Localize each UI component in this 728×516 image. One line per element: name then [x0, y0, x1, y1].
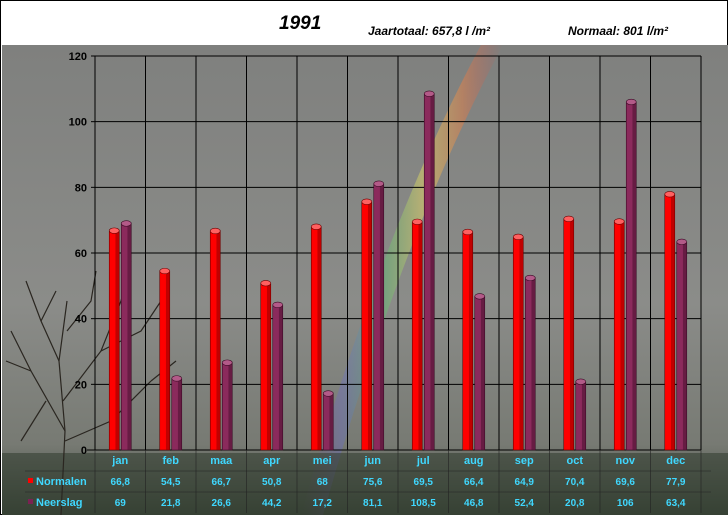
bar-normalen-apr — [260, 280, 272, 451]
data-label-normalen: 66,8 — [111, 477, 131, 488]
chart-bars — [108, 90, 688, 451]
data-label-normalen: 66,4 — [464, 477, 484, 488]
data-label-neerslag: 69 — [115, 498, 127, 509]
y-tick-label: 60 — [75, 248, 87, 260]
bar-normalen-dec — [664, 191, 676, 451]
bar-normalen-oct — [563, 215, 575, 451]
data-label-normalen: 54,5 — [161, 477, 181, 488]
bar-neerslag-nov — [625, 98, 637, 451]
bar-neerslag-dec — [676, 238, 688, 451]
bar-normalen-sep — [512, 233, 524, 451]
bar-neerslag-jun — [373, 180, 385, 451]
data-label-normalen: 77,9 — [666, 477, 686, 488]
y-tick-label: 120 — [69, 51, 87, 63]
bar-neerslag-feb — [171, 375, 183, 451]
bar-normalen-jan — [108, 227, 120, 451]
data-label-normalen: 66,7 — [212, 477, 232, 488]
y-tick-label: 20 — [75, 379, 87, 391]
data-label-normalen: 68 — [317, 477, 329, 488]
bar-normalen-jun — [361, 198, 373, 451]
x-category-label: feb — [163, 455, 180, 467]
x-category-label: oct — [567, 455, 584, 467]
data-label-neerslag: 26,6 — [212, 498, 232, 509]
y-axis: 0 20 40 60 80 100 120 — [69, 51, 95, 457]
rainbow-decoration — [301, 45, 503, 515]
data-label-neerslag: 63,4 — [666, 498, 686, 509]
legend-swatch-neerslag — [28, 499, 33, 504]
bar-neerslag-oct — [575, 378, 587, 451]
x-category-label: nov — [615, 455, 635, 467]
bar-neerslag-jan — [120, 220, 132, 451]
bar-normalen-nov — [613, 218, 625, 451]
bar-normalen-jul — [411, 218, 423, 451]
x-category-label: maa — [210, 455, 233, 467]
data-label-normalen: 75,6 — [363, 477, 383, 488]
bar-normalen-maa — [209, 227, 221, 451]
normal-total-label: Normaal: 801 l/m² — [568, 24, 669, 38]
bar-neerslag-sep — [524, 274, 536, 451]
bar-normalen-aug — [462, 228, 474, 451]
data-label-neerslag: 21,8 — [161, 498, 181, 509]
x-category-label: dec — [666, 455, 685, 467]
x-category-label: mei — [313, 455, 332, 467]
legend-label-normalen: Normalen — [36, 476, 87, 488]
annual-total-label: Jaartotaal: 657,8 l /m² — [368, 24, 491, 38]
data-label-normalen: 69,5 — [414, 477, 434, 488]
data-label-normalen: 69,6 — [616, 477, 636, 488]
data-label-neerslag: 20,8 — [565, 498, 585, 509]
y-tick-label: 0 — [81, 445, 87, 457]
bar-neerslag-aug — [474, 293, 486, 451]
legend-swatch-normalen — [28, 478, 33, 483]
data-label-neerslag: 46,8 — [464, 498, 484, 509]
data-label-neerslag: 17,2 — [313, 498, 333, 509]
bar-neerslag-mei — [322, 390, 334, 451]
data-label-neerslag: 81,1 — [363, 498, 383, 509]
x-category-label: jul — [416, 455, 430, 467]
bar-normalen-feb — [159, 267, 171, 451]
ground-strip — [2, 453, 728, 515]
data-label-normalen: 50,8 — [262, 477, 282, 488]
data-label-neerslag: 106 — [617, 498, 634, 509]
legend-label-neerslag: Neerslag — [36, 497, 82, 509]
x-category-label: jun — [364, 455, 382, 467]
data-label-neerslag: 44,2 — [262, 498, 282, 509]
data-label-neerslag: 108,5 — [411, 498, 436, 509]
chart-header: 1991 Jaartotaal: 657,8 l /m² Normaal: 80… — [1, 1, 728, 45]
y-tick-label: 100 — [69, 117, 87, 129]
data-label-neerslag: 52,4 — [515, 498, 535, 509]
bar-neerslag-maa — [221, 359, 233, 451]
data-table: jan feb maa apr mei jun jul aug sep oct nov dec Norm… — [25, 450, 711, 513]
bar-normalen-mei — [310, 223, 322, 451]
x-category-label: sep — [515, 455, 534, 467]
bar-neerslag-jul — [423, 90, 435, 451]
y-tick-label: 40 — [75, 314, 87, 326]
data-label-normalen: 64,9 — [515, 477, 535, 488]
x-category-label: aug — [464, 455, 484, 467]
bar-neerslag-apr — [272, 301, 284, 451]
y-tick-label: 80 — [75, 182, 87, 194]
chart-title: 1991 — [279, 13, 322, 34]
x-category-label: jan — [111, 455, 128, 467]
x-category-label: apr — [263, 455, 281, 467]
data-label-normalen: 70,4 — [565, 477, 585, 488]
